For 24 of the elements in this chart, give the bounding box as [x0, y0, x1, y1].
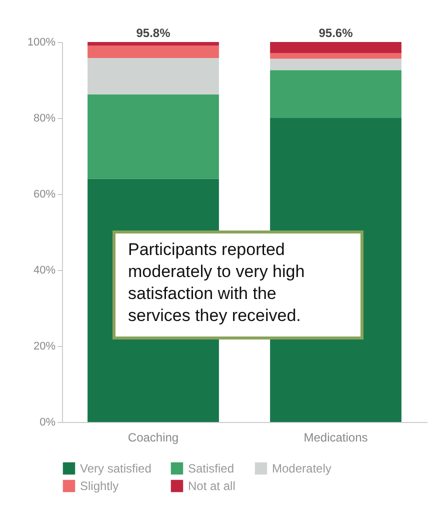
bar: [270, 70, 402, 118]
legend-label: Slightly: [80, 479, 119, 493]
x-tick-label: Coaching: [128, 430, 179, 444]
bar: [88, 94, 219, 179]
legend-label: Not at all: [188, 479, 236, 493]
bar: [88, 42, 219, 46]
y-tick-label: 0%: [40, 416, 56, 428]
bar: [88, 46, 219, 58]
annotation: Participants reported moderately to very high satisfaction with the services they received.: [128, 240, 305, 325]
y-tick-label: 20%: [33, 340, 56, 352]
annotation: 95.6%: [318, 26, 354, 40]
legend-label: Very satisfied: [80, 461, 152, 476]
y-tick-label: 80%: [33, 112, 56, 124]
y-tick-label: 60%: [33, 188, 56, 200]
y-tick-label: 40%: [33, 264, 56, 276]
legend-label: Satisfied: [188, 461, 234, 476]
bar: [270, 53, 402, 59]
annotation: 95.8%: [136, 26, 171, 40]
legend-label: Moderately: [272, 461, 332, 476]
bar: [88, 58, 219, 94]
x-tick-label: Medications: [304, 430, 368, 444]
y-tick-label: 100%: [27, 36, 56, 48]
bar: [270, 58, 402, 70]
bar: [270, 42, 402, 54]
